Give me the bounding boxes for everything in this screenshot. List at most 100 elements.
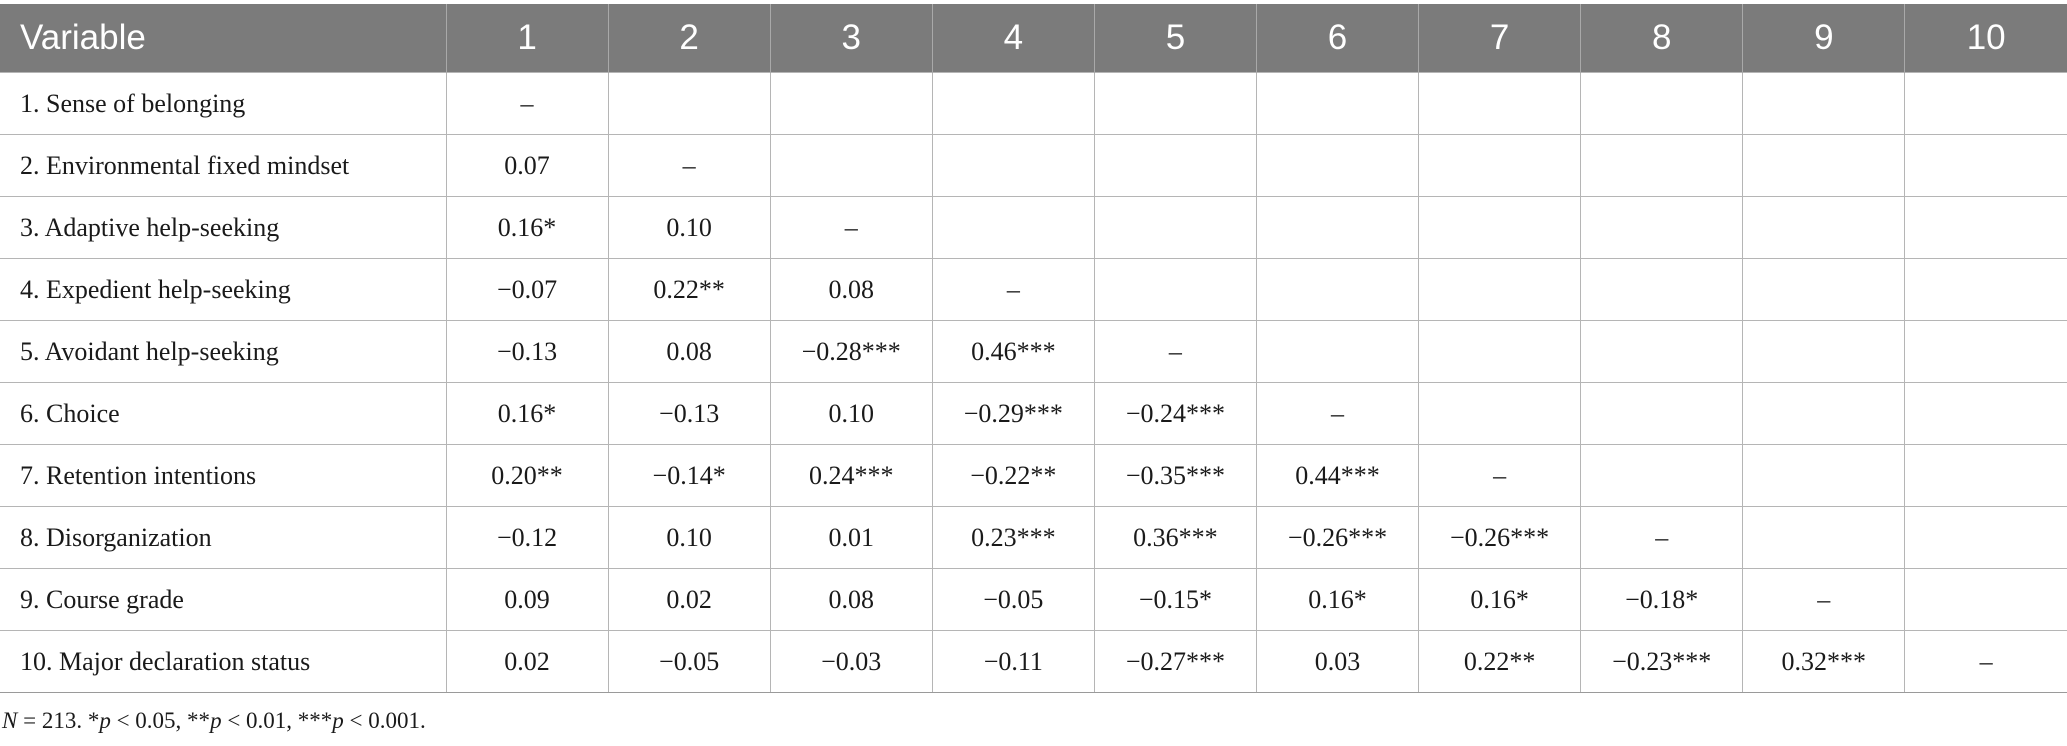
- correlation-cell: [769, 72, 933, 135]
- table-row: 10. Major declaration status 0.02 −0.05 −0.…: [0, 630, 2067, 693]
- correlation-cell: 0.20**: [445, 444, 609, 507]
- column-header-5: 5: [1094, 4, 1257, 73]
- correlation-cell: [1904, 134, 2067, 197]
- correlation-cell: [1742, 196, 1906, 259]
- footnote-p-symbol-2: p: [210, 708, 222, 733]
- correlation-cell: [931, 134, 1095, 197]
- correlation-cell: –: [769, 196, 933, 259]
- footnote-text-2: < 0.05, **: [110, 708, 211, 733]
- correlation-cell: [769, 134, 933, 197]
- table-row: 8. Disorganization −0.12 0.10 0.01 0.23*** 0.…: [0, 506, 2067, 569]
- correlation-cell: –: [1904, 630, 2067, 693]
- correlation-cell: [1742, 258, 1906, 321]
- row-label: 8. Disorganization: [0, 506, 447, 569]
- row-label: 7. Retention intentions: [0, 444, 447, 507]
- column-header-6: 6: [1256, 4, 1420, 73]
- correlation-cell: −0.11: [931, 630, 1095, 693]
- correlation-cell: [1742, 134, 1906, 197]
- table-row: 7. Retention intentions 0.20** −0.14* 0.24*…: [0, 444, 2067, 507]
- correlation-cell: −0.13: [607, 382, 771, 445]
- correlation-cell: −0.18*: [1580, 568, 1744, 631]
- correlation-cell: −0.35***: [1093, 444, 1257, 507]
- correlation-cell: 0.16*: [445, 382, 609, 445]
- correlation-cell: [1255, 196, 1420, 259]
- correlation-cell: [1580, 196, 1744, 259]
- correlation-cell: –: [1418, 444, 1582, 507]
- correlation-cell: −0.22**: [931, 444, 1095, 507]
- correlation-cell: [1255, 72, 1420, 135]
- column-header-4: 4: [932, 4, 1095, 73]
- correlation-cell: –: [1580, 506, 1744, 569]
- correlation-cell: [1742, 444, 1906, 507]
- correlation-cell: [1904, 568, 2067, 631]
- correlation-cell: 0.02: [445, 630, 609, 693]
- correlation-cell: 0.08: [769, 258, 933, 321]
- correlation-cell: −0.12: [445, 506, 609, 569]
- correlation-cell: 0.03: [1255, 630, 1420, 693]
- row-label: 1. Sense of belonging: [0, 72, 447, 135]
- correlation-cell: 0.23***: [931, 506, 1095, 569]
- correlation-cell: 0.16*: [445, 196, 609, 259]
- correlation-cell: [1418, 320, 1582, 383]
- row-label: 9. Course grade: [0, 568, 447, 631]
- correlation-cell: –: [931, 258, 1095, 321]
- correlation-cell: [1093, 134, 1257, 197]
- correlation-cell: –: [607, 134, 771, 197]
- column-header-variable: Variable: [0, 4, 447, 73]
- correlation-cell: −0.26***: [1418, 506, 1582, 569]
- table-row: 4. Expedient help-seeking −0.07 0.22** 0.08…: [0, 258, 2067, 321]
- correlation-cell: −0.05: [931, 568, 1095, 631]
- correlation-cell: [1742, 72, 1906, 135]
- correlation-table: Variable 1 2 3 4 5 6 7 8 9 10 1. Sense of belongin…: [0, 4, 2067, 693]
- correlation-cell: [1093, 258, 1257, 321]
- correlation-cell: [1418, 72, 1582, 135]
- row-label: 4. Expedient help-seeking: [0, 258, 447, 321]
- footnote-p-symbol-1: p: [99, 708, 111, 733]
- row-label: 2. Environmental fixed mindset: [0, 134, 447, 197]
- correlation-cell: [1418, 382, 1582, 445]
- correlation-cell: [1255, 258, 1420, 321]
- correlation-cell: [1418, 196, 1582, 259]
- correlation-cell: [1904, 320, 2067, 383]
- correlation-cell: 0.16*: [1418, 568, 1582, 631]
- correlation-cell: [1580, 258, 1744, 321]
- table-row: 5. Avoidant help-seeking −0.13 0.08 −0.28**…: [0, 320, 2067, 383]
- correlation-cell: 0.46***: [931, 320, 1095, 383]
- correlation-cell: [1742, 506, 1906, 569]
- correlation-cell: 0.02: [607, 568, 771, 631]
- correlation-cell: 0.07: [445, 134, 609, 197]
- correlation-cell: [1904, 444, 2067, 507]
- correlation-cell: [1580, 382, 1744, 445]
- correlation-cell: −0.27***: [1093, 630, 1257, 693]
- correlation-cell: [1580, 72, 1744, 135]
- correlation-cell: [1418, 134, 1582, 197]
- correlation-cell: 0.08: [607, 320, 771, 383]
- correlation-cell: [1255, 134, 1420, 197]
- table-row: 1. Sense of belonging –: [0, 72, 2067, 135]
- correlation-cell: 0.09: [445, 568, 609, 631]
- correlation-cell: 0.44***: [1255, 444, 1420, 507]
- correlation-cell: [1580, 134, 1744, 197]
- row-label: 5. Avoidant help-seeking: [0, 320, 447, 383]
- correlation-cell: [1904, 72, 2067, 135]
- correlation-cell: [1580, 320, 1744, 383]
- correlation-cell: [1418, 258, 1582, 321]
- correlation-cell: [1742, 382, 1906, 445]
- row-label: 6. Choice: [0, 382, 447, 445]
- footnote-n-symbol: N: [2, 708, 18, 733]
- footnote-p-symbol-3: p: [332, 708, 344, 733]
- correlation-cell: 0.16*: [1255, 568, 1420, 631]
- footnote-text-1: = 213. *: [17, 708, 100, 733]
- column-header-1: 1: [446, 4, 609, 73]
- row-label: 3. Adaptive help-seeking: [0, 196, 447, 259]
- correlation-cell: –: [1255, 382, 1420, 445]
- correlation-cell: 0.10: [607, 506, 771, 569]
- column-header-3: 3: [770, 4, 933, 73]
- table-body: 1. Sense of belonging –2. Environmental f…: [0, 72, 2067, 693]
- correlation-cell: −0.05: [607, 630, 771, 693]
- correlation-cell: [1093, 72, 1257, 135]
- correlation-cell: [1093, 196, 1257, 259]
- correlation-cell: 0.22**: [607, 258, 771, 321]
- correlation-cell: −0.03: [769, 630, 933, 693]
- correlation-cell: 0.10: [769, 382, 933, 445]
